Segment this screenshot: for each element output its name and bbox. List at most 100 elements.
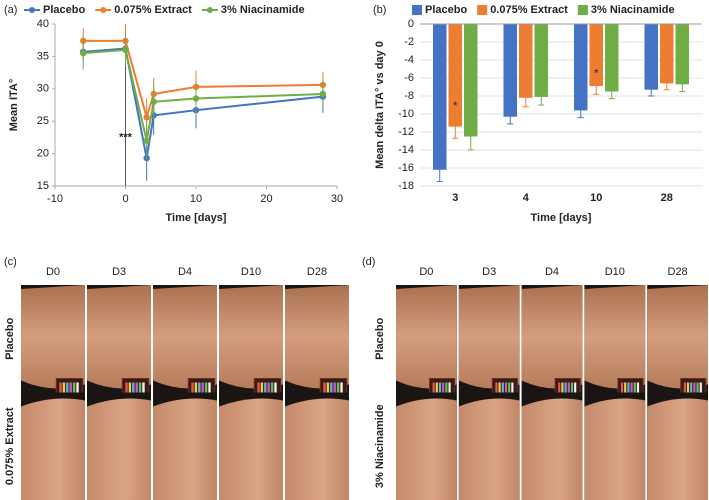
- photo-skin: [396, 398, 457, 500]
- y-axis-label: Mean delta ITA° vs day 0: [374, 41, 386, 169]
- panel-label: (a): [4, 4, 17, 16]
- bar: [659, 24, 674, 84]
- photo-skin: [521, 285, 583, 389]
- color-swatch: [76, 382, 79, 393]
- color-swatch: [257, 382, 260, 393]
- column-label: D28: [668, 266, 688, 278]
- color-swatch: [125, 382, 128, 393]
- photo-skin: [219, 398, 283, 500]
- photo-skin: [647, 398, 708, 500]
- color-swatch: [270, 382, 274, 393]
- color-swatch: [432, 382, 435, 393]
- point: [80, 49, 87, 57]
- color-swatch: [445, 382, 448, 393]
- series-line: [83, 47, 324, 159]
- color-swatch: [267, 382, 270, 393]
- color-swatch: [690, 382, 693, 393]
- y-tick-label: 15: [37, 180, 49, 192]
- column-label: D10: [605, 266, 625, 278]
- bar: [432, 24, 447, 170]
- legend-swatch: [100, 7, 107, 13]
- color-swatch: [142, 382, 145, 393]
- color-swatch: [138, 382, 142, 393]
- color-swatch: [558, 382, 561, 393]
- y-tick-label: 0: [408, 18, 414, 30]
- annotation: ***: [119, 131, 133, 143]
- y-tick-label: -16: [398, 162, 414, 174]
- column-label: D10: [241, 266, 261, 278]
- color-swatch: [633, 382, 636, 393]
- color-swatch: [438, 382, 442, 393]
- legend-label: Placebo: [43, 4, 85, 16]
- row-label: Placebo: [4, 317, 16, 359]
- point: [192, 95, 200, 102]
- photo-skin: [285, 398, 349, 500]
- color-swatch: [561, 382, 564, 393]
- column-label: D3: [482, 266, 496, 278]
- color-swatch: [574, 382, 577, 393]
- bar: [448, 24, 463, 127]
- legend-swatch: [477, 5, 488, 15]
- point: [122, 46, 129, 54]
- color-swatch: [198, 382, 201, 393]
- y-tick-label: -12: [398, 126, 414, 138]
- color-swatch: [66, 382, 69, 393]
- legend-swatch: [206, 7, 213, 13]
- x-axis-label: Time [days]: [166, 212, 227, 224]
- series-line: [83, 48, 323, 141]
- color-swatch: [194, 382, 198, 393]
- photo-skin: [153, 398, 217, 500]
- color-swatch: [498, 382, 501, 393]
- bar: [644, 24, 658, 90]
- point: [143, 137, 150, 144]
- photo-skin: [458, 285, 520, 389]
- color-swatch: [340, 382, 343, 393]
- bar: [464, 24, 478, 137]
- y-tick-label: 40: [37, 18, 49, 30]
- color-swatch: [630, 382, 633, 393]
- point: [319, 90, 327, 98]
- color-swatch: [69, 382, 72, 393]
- color-swatch: [508, 382, 511, 393]
- y-tick-label: 30: [37, 83, 49, 95]
- color-swatch: [636, 382, 640, 393]
- color-swatch: [264, 382, 267, 393]
- x-tick-label: 10: [590, 192, 602, 204]
- bar: [573, 24, 588, 111]
- row-label: Placebo: [374, 317, 386, 359]
- legend-label: 3% Niacinamide: [221, 4, 305, 16]
- column-label: D0: [46, 266, 60, 278]
- y-tick-label: -4: [404, 54, 414, 66]
- photo-skin: [219, 285, 283, 389]
- annotation: *: [594, 68, 599, 80]
- bar: [534, 24, 549, 97]
- panel-label: (c): [4, 256, 17, 268]
- photo-skin: [285, 285, 349, 389]
- y-tick-label: -18: [398, 180, 414, 192]
- bar: [675, 24, 690, 85]
- color-swatch: [330, 382, 333, 393]
- color-swatch: [204, 382, 208, 393]
- color-swatch: [333, 382, 336, 393]
- y-tick-label: -10: [398, 108, 414, 120]
- bar: [605, 24, 619, 92]
- x-tick-label: 3: [452, 192, 458, 204]
- column-label: D28: [307, 266, 327, 278]
- photo-skin: [21, 398, 85, 500]
- point: [150, 98, 157, 105]
- color-swatch: [495, 382, 498, 393]
- y-tick-label: 20: [37, 148, 49, 160]
- bar: [518, 24, 533, 98]
- x-tick-label: 20: [260, 193, 272, 205]
- x-tick-label: 10: [190, 193, 202, 205]
- color-swatch: [128, 382, 132, 393]
- color-swatch: [442, 382, 445, 393]
- column-label: D3: [112, 266, 126, 278]
- legend-swatch: [412, 5, 422, 15]
- color-swatch: [201, 382, 204, 393]
- color-swatch: [683, 382, 686, 393]
- color-swatch: [511, 382, 514, 393]
- color-swatch: [624, 382, 627, 393]
- photo-skin: [87, 285, 151, 389]
